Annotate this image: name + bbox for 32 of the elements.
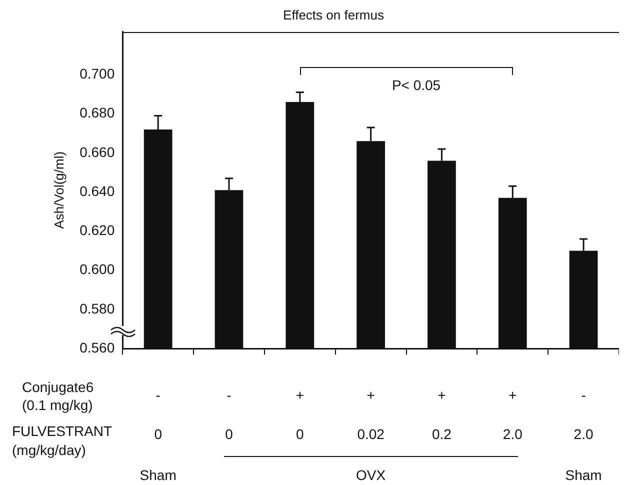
text: 0.2 <box>432 426 452 442</box>
text: 2.0 <box>574 426 594 442</box>
annotation: P< 0.05 <box>392 77 441 94</box>
text: + <box>366 386 375 403</box>
text: - <box>226 386 232 403</box>
y-tick-label: 0.680 <box>80 104 115 121</box>
text: 0 <box>296 426 304 442</box>
text: 0 <box>225 426 234 442</box>
y-tick-label: 0.640 <box>80 182 115 199</box>
y-tick-label: 0.600 <box>80 261 115 278</box>
text: Conjugate6 <box>22 378 94 395</box>
text: (0.1 mg/kg) <box>22 396 93 413</box>
y-axis-title: Ash/Vol(g/ml) <box>51 151 66 229</box>
chart-title: Effects on fermus <box>283 7 384 22</box>
text: - <box>156 386 161 403</box>
text: 0.02 <box>357 426 385 442</box>
y-tick-label: 0.620 <box>80 222 115 238</box>
y-tick-label: 0.660 <box>80 144 115 160</box>
text: + <box>508 386 517 403</box>
text: OVX <box>356 466 386 483</box>
y-tick-label: 0.700 <box>80 66 115 82</box>
text: + <box>296 386 304 403</box>
text: 0 <box>154 426 162 442</box>
text: + <box>438 386 446 403</box>
text: 2.0 <box>502 426 523 442</box>
text: (mg/kg/day) <box>12 442 86 458</box>
text: Sham <box>140 466 176 483</box>
y-tick-label: 0.580 <box>80 300 115 316</box>
text: FULVESTRANT <box>12 422 113 439</box>
text: Sham <box>565 466 602 483</box>
y-tick-label: 0.560 <box>80 339 115 356</box>
text: - <box>581 386 586 403</box>
